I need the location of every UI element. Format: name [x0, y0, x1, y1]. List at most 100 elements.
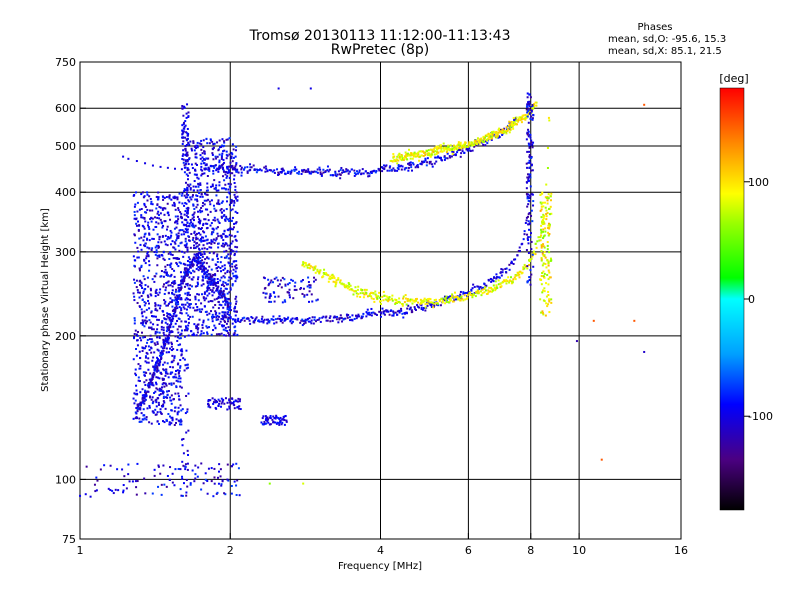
- data-point: [143, 259, 146, 262]
- data-point: [530, 139, 533, 142]
- data-point: [172, 246, 175, 249]
- data-point: [197, 269, 200, 272]
- data-point: [265, 422, 268, 425]
- data-point: [227, 257, 230, 260]
- data-point: [280, 286, 283, 289]
- data-point: [493, 131, 496, 134]
- data-point: [184, 298, 187, 301]
- data-point: [236, 168, 239, 171]
- data-point: [221, 164, 224, 167]
- data-point: [227, 320, 230, 323]
- data-point: [532, 141, 535, 144]
- data-point: [379, 300, 382, 303]
- data-point: [527, 135, 530, 138]
- data-point: [167, 313, 170, 316]
- data-point: [180, 329, 183, 332]
- data-point: [507, 128, 510, 131]
- data-point: [228, 298, 231, 301]
- data-point: [219, 296, 222, 299]
- data-point: [542, 289, 545, 292]
- data-point: [370, 311, 373, 314]
- data-point: [215, 297, 218, 300]
- data-point: [234, 270, 237, 273]
- data-point: [174, 406, 177, 409]
- data-point: [530, 109, 533, 112]
- data-point: [223, 161, 226, 164]
- data-point: [177, 395, 180, 398]
- data-point: [191, 222, 194, 225]
- data-point: [546, 166, 549, 169]
- data-point: [182, 255, 185, 258]
- data-point: [203, 291, 206, 294]
- data-point: [157, 210, 160, 213]
- data-point: [287, 316, 290, 319]
- data-point: [404, 155, 407, 158]
- data-point: [170, 341, 173, 344]
- data-point: [132, 358, 135, 361]
- data-point: [447, 146, 450, 149]
- data-point: [263, 318, 266, 321]
- data-point: [359, 292, 362, 295]
- data-point: [265, 167, 268, 170]
- data-point: [522, 268, 525, 271]
- data-point: [215, 157, 218, 160]
- x-tick-label: 4: [377, 544, 384, 557]
- data-point: [460, 152, 463, 155]
- data-point: [144, 302, 147, 305]
- data-point: [170, 234, 173, 237]
- data-point: [250, 315, 253, 318]
- data-point: [520, 121, 523, 124]
- data-point: [235, 250, 238, 253]
- data-point: [378, 169, 381, 172]
- data-point: [194, 477, 197, 480]
- data-point: [328, 317, 331, 320]
- data-point: [185, 349, 188, 352]
- data-point: [170, 383, 173, 386]
- data-point: [204, 310, 207, 313]
- data-point: [158, 217, 161, 220]
- data-point: [228, 217, 231, 220]
- data-point: [528, 212, 531, 215]
- data-point: [235, 310, 238, 313]
- data-point: [367, 311, 370, 314]
- data-point: [165, 304, 168, 307]
- data-point: [369, 313, 372, 316]
- data-point: [204, 164, 207, 167]
- data-point: [170, 394, 173, 397]
- data-point: [487, 278, 490, 281]
- data-point: [546, 241, 549, 244]
- data-point: [423, 300, 426, 303]
- data-point: [279, 279, 282, 282]
- data-point: [188, 258, 191, 261]
- data-point: [412, 299, 415, 302]
- data-point: [385, 295, 388, 298]
- data-point: [459, 148, 462, 151]
- data-point: [279, 170, 282, 173]
- data-point: [136, 256, 139, 259]
- data-point: [286, 171, 289, 174]
- data-point: [230, 155, 233, 158]
- data-point: [169, 324, 172, 327]
- data-point: [530, 115, 533, 118]
- data-point: [190, 149, 193, 152]
- data-point: [184, 237, 187, 240]
- data-point: [158, 394, 161, 397]
- data-point: [140, 282, 143, 285]
- data-point: [166, 362, 169, 365]
- data-point: [161, 347, 164, 350]
- data-point: [165, 368, 168, 371]
- data-point: [150, 377, 153, 380]
- data-point: [454, 154, 457, 157]
- data-point: [195, 253, 198, 256]
- data-point: [521, 242, 524, 245]
- data-point: [226, 297, 229, 300]
- data-point: [226, 154, 229, 157]
- data-point: [234, 280, 237, 283]
- data-point: [181, 475, 184, 478]
- data-point: [186, 189, 189, 192]
- data-point: [487, 132, 490, 135]
- data-point: [180, 282, 183, 285]
- data-point: [170, 349, 173, 352]
- data-point: [166, 202, 169, 205]
- colorbar-tick-label: 0: [748, 293, 755, 306]
